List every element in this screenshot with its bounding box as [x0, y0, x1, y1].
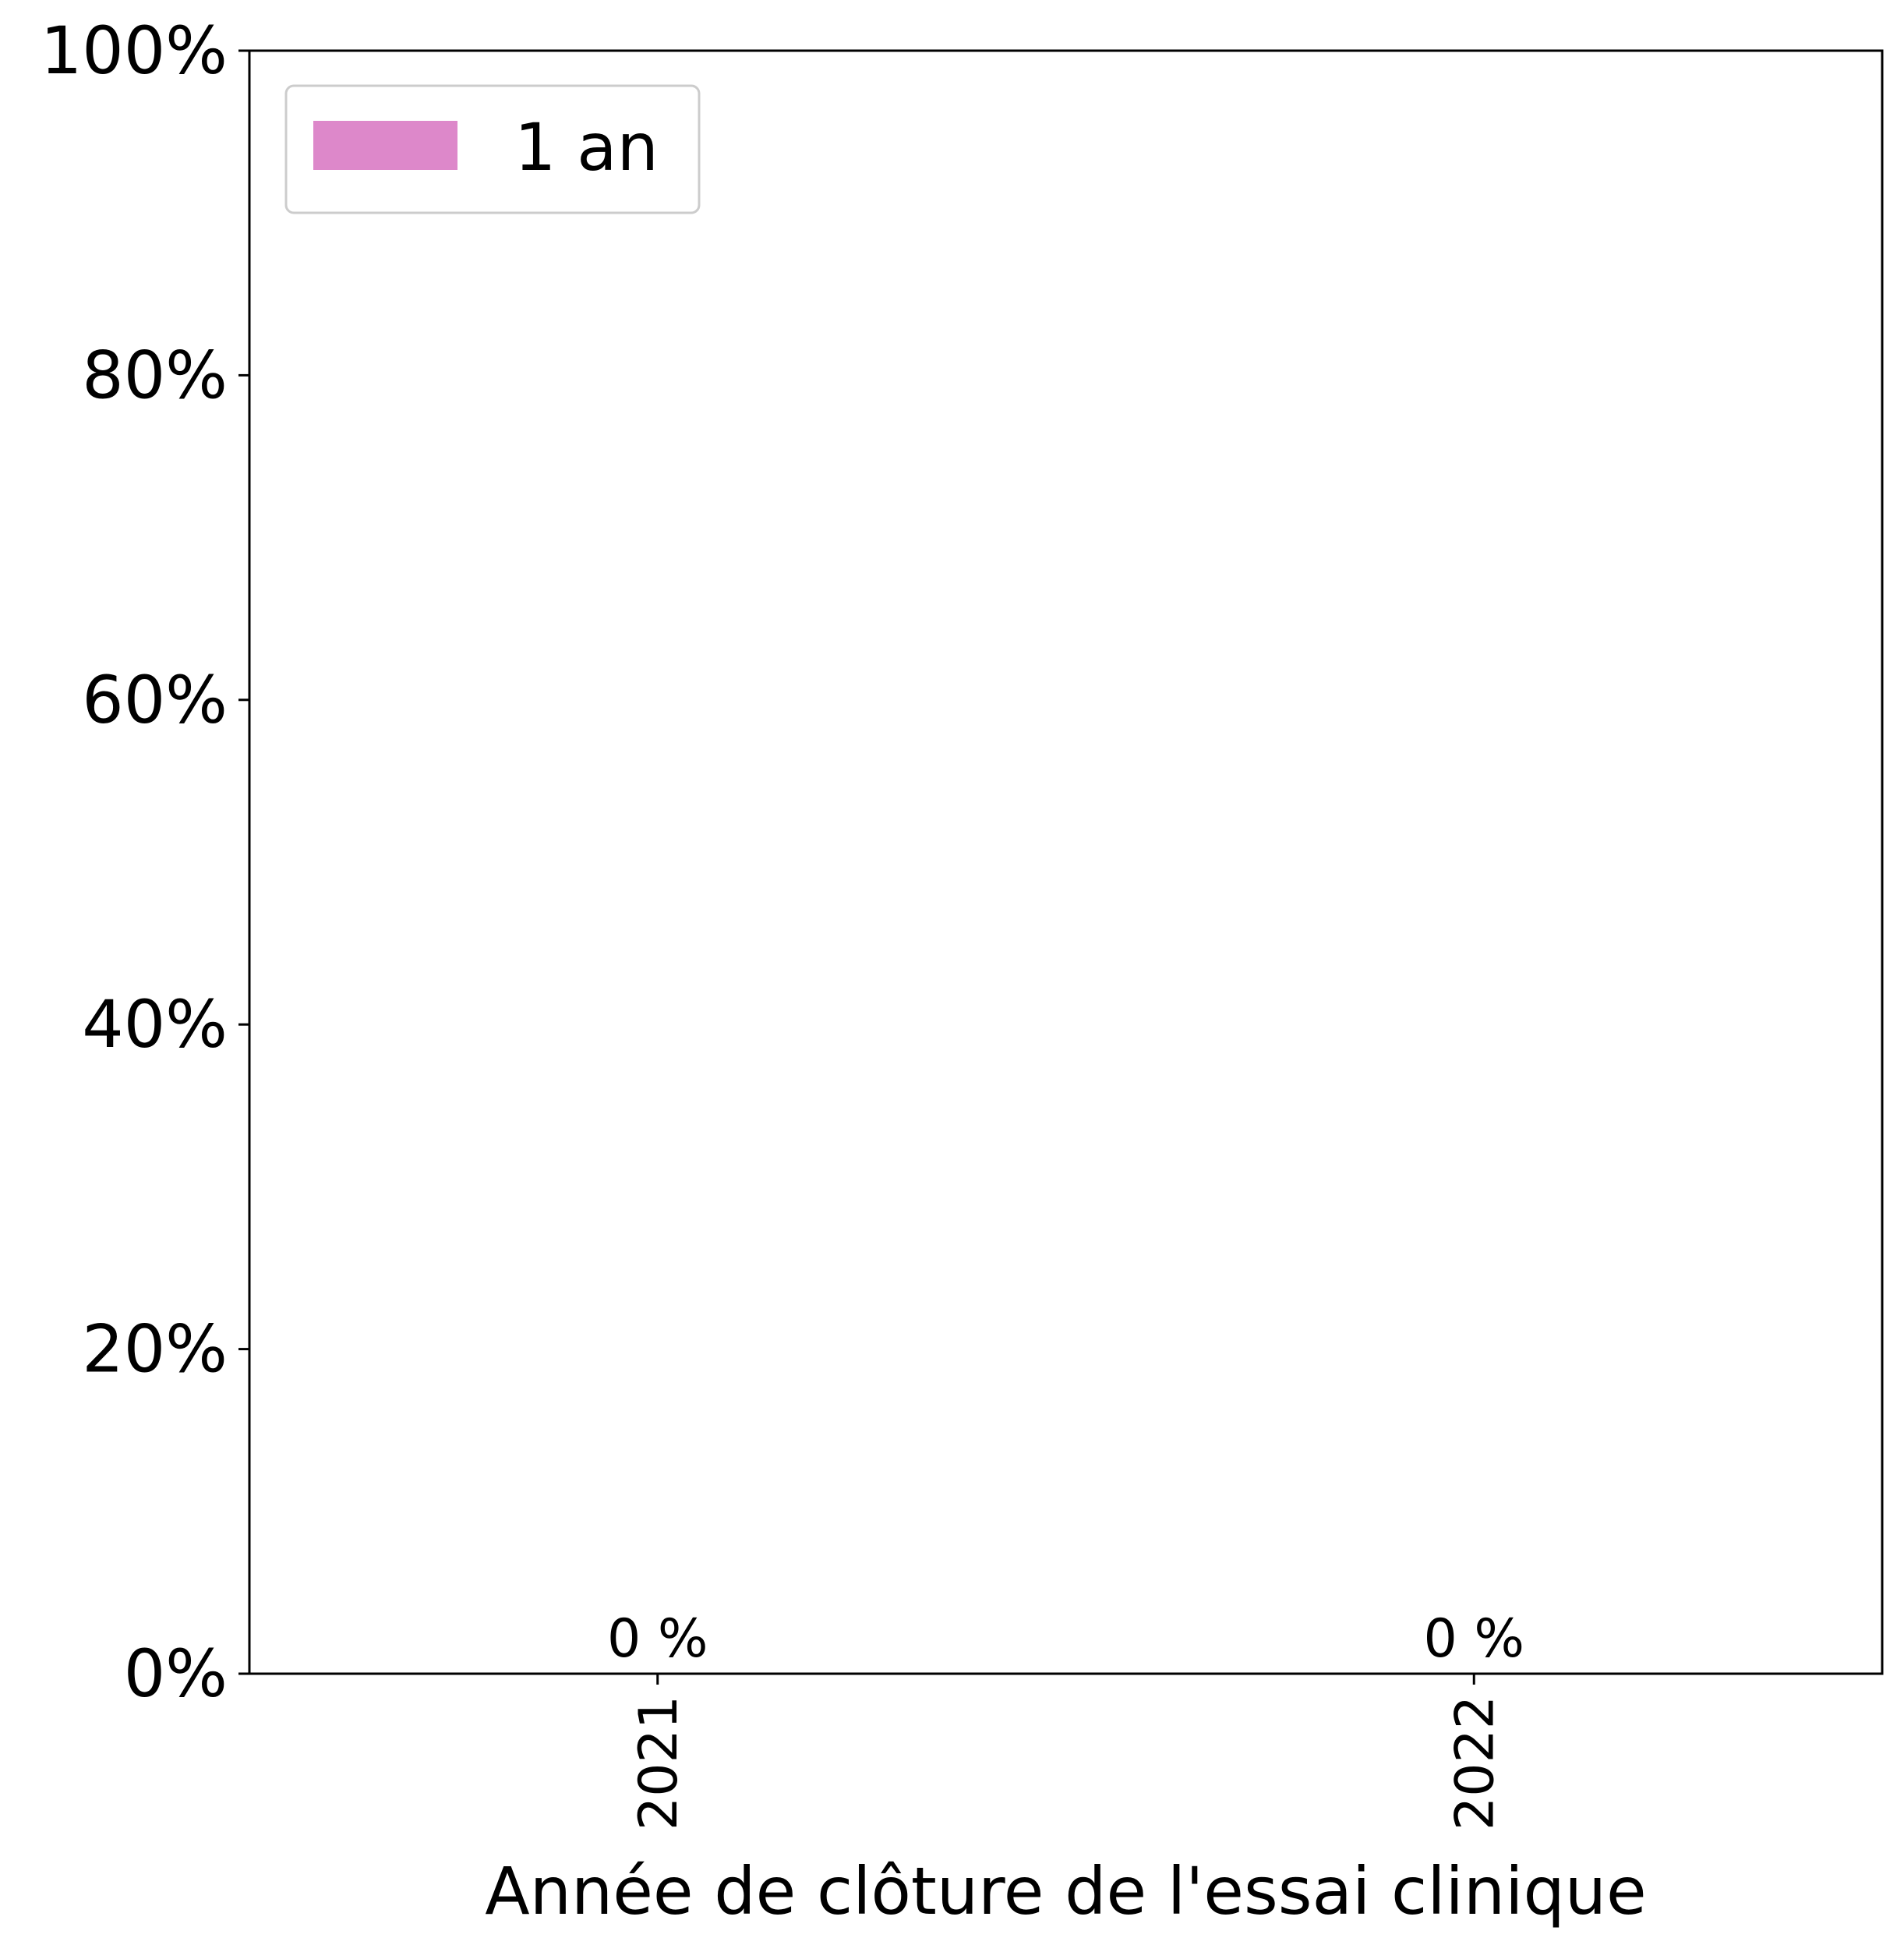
plot-frame [248, 49, 1884, 1675]
bar-labels: 0 % 0 % [607, 1608, 1524, 1670]
y-tick-label: 80% [82, 337, 228, 413]
y-axis: 0% 20% 40% 60% 80% 100% [41, 12, 249, 1712]
x-axis-title: Année de clôture de l'essai clinique [485, 1853, 1646, 1929]
plot-area [248, 49, 1884, 1675]
x-tick-label: 2021 [628, 1696, 690, 1830]
y-tick-label: 60% [82, 662, 228, 738]
y-tick-label: 40% [82, 986, 228, 1063]
y-tick-label: 20% [82, 1311, 228, 1388]
legend-swatch [313, 121, 457, 170]
x-axis: 2021 2022 [628, 1674, 1506, 1830]
x-tick-label: 2022 [1444, 1696, 1506, 1830]
legend: 1 an [284, 84, 701, 214]
legend-label: 1 an [514, 109, 659, 186]
y-tick-label: 0% [124, 1636, 228, 1712]
bar-data-label: 0 % [607, 1608, 708, 1670]
legend-box [284, 84, 701, 214]
y-tick-label: 100% [41, 12, 228, 89]
bar-data-label: 0 % [1424, 1608, 1525, 1670]
